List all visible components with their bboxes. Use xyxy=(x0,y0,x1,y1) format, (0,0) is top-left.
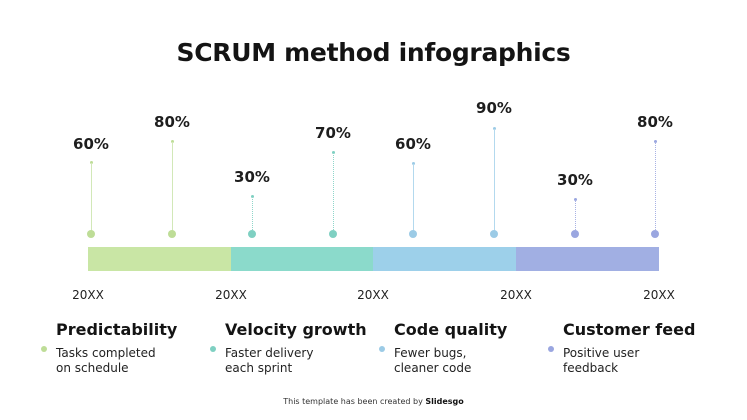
stem-line xyxy=(494,129,495,234)
stem-line xyxy=(172,142,173,234)
stem-line xyxy=(575,200,576,234)
stem-tip xyxy=(412,162,415,165)
legend-description: Faster delivery each sprint xyxy=(225,346,375,376)
stem-dot xyxy=(571,230,579,238)
legend-desc-line: Positive user xyxy=(563,346,640,360)
legend-desc-line: Faster delivery xyxy=(225,346,314,360)
stem-tip xyxy=(332,151,335,154)
legend-title: Velocity growth xyxy=(225,320,367,339)
footer-credit: This template has been created by Slides… xyxy=(0,397,747,406)
legend-title: Customer feed xyxy=(563,320,696,339)
bar-segment-code-quality xyxy=(373,247,516,271)
percent-label: 80% xyxy=(637,113,673,131)
year-label: 20XX xyxy=(72,288,104,302)
stem-dot xyxy=(329,230,337,238)
bar-segment-predictability xyxy=(88,247,231,271)
stem-tip xyxy=(171,140,174,143)
legend-dot-icon xyxy=(41,346,47,352)
legend-desc-line: each sprint xyxy=(225,361,293,375)
bar-segment-customer-feed xyxy=(516,247,659,271)
year-label: 20XX xyxy=(500,288,532,302)
legend-description: Fewer bugs, cleaner code xyxy=(394,346,544,376)
percent-label: 70% xyxy=(315,124,351,142)
year-label: 20XX xyxy=(215,288,247,302)
stem-dot xyxy=(87,230,95,238)
stem-line xyxy=(413,164,414,234)
year-label: 20XX xyxy=(643,288,675,302)
stem-dot xyxy=(409,230,417,238)
stem-dot xyxy=(168,230,176,238)
stem-tip xyxy=(654,140,657,143)
stem-tip xyxy=(251,195,254,198)
stem-line xyxy=(252,197,253,234)
page-title: SCRUM method infographics xyxy=(176,38,571,67)
year-label: 20XX xyxy=(357,288,389,302)
legend-dot-icon xyxy=(379,346,385,352)
stem-line xyxy=(655,142,656,234)
legend-description: Tasks completed on schedule xyxy=(56,346,206,376)
stem-dot xyxy=(490,230,498,238)
stem-dot xyxy=(651,230,659,238)
legend-title: Code quality xyxy=(394,320,508,339)
legend-dot-icon xyxy=(210,346,216,352)
percent-label: 30% xyxy=(557,171,593,189)
stem-tip xyxy=(90,161,93,164)
legend-desc-line: Tasks completed xyxy=(56,346,156,360)
stem-line xyxy=(91,163,92,234)
stem-dot xyxy=(248,230,256,238)
legend-desc-line: feedback xyxy=(563,361,619,375)
percent-label: 80% xyxy=(154,113,190,131)
legend-title: Predictability xyxy=(56,320,178,339)
stem-tip xyxy=(493,127,496,130)
legend-desc-line: cleaner code xyxy=(394,361,472,375)
legend-dot-icon xyxy=(548,346,554,352)
footer-text: This template has been created by xyxy=(283,397,426,406)
percent-label: 90% xyxy=(476,99,512,117)
footer-brand-link[interactable]: Slidesgo xyxy=(425,397,464,406)
bar-segment-velocity xyxy=(231,247,373,271)
percent-label: 60% xyxy=(395,135,431,153)
percent-label: 30% xyxy=(234,168,270,186)
percent-label: 60% xyxy=(73,135,109,153)
legend-description: Positive user feedback xyxy=(563,346,713,376)
stem-tip xyxy=(574,198,577,201)
legend-desc-line: on schedule xyxy=(56,361,129,375)
stem-line xyxy=(333,153,334,234)
legend-desc-line: Fewer bugs, xyxy=(394,346,467,360)
